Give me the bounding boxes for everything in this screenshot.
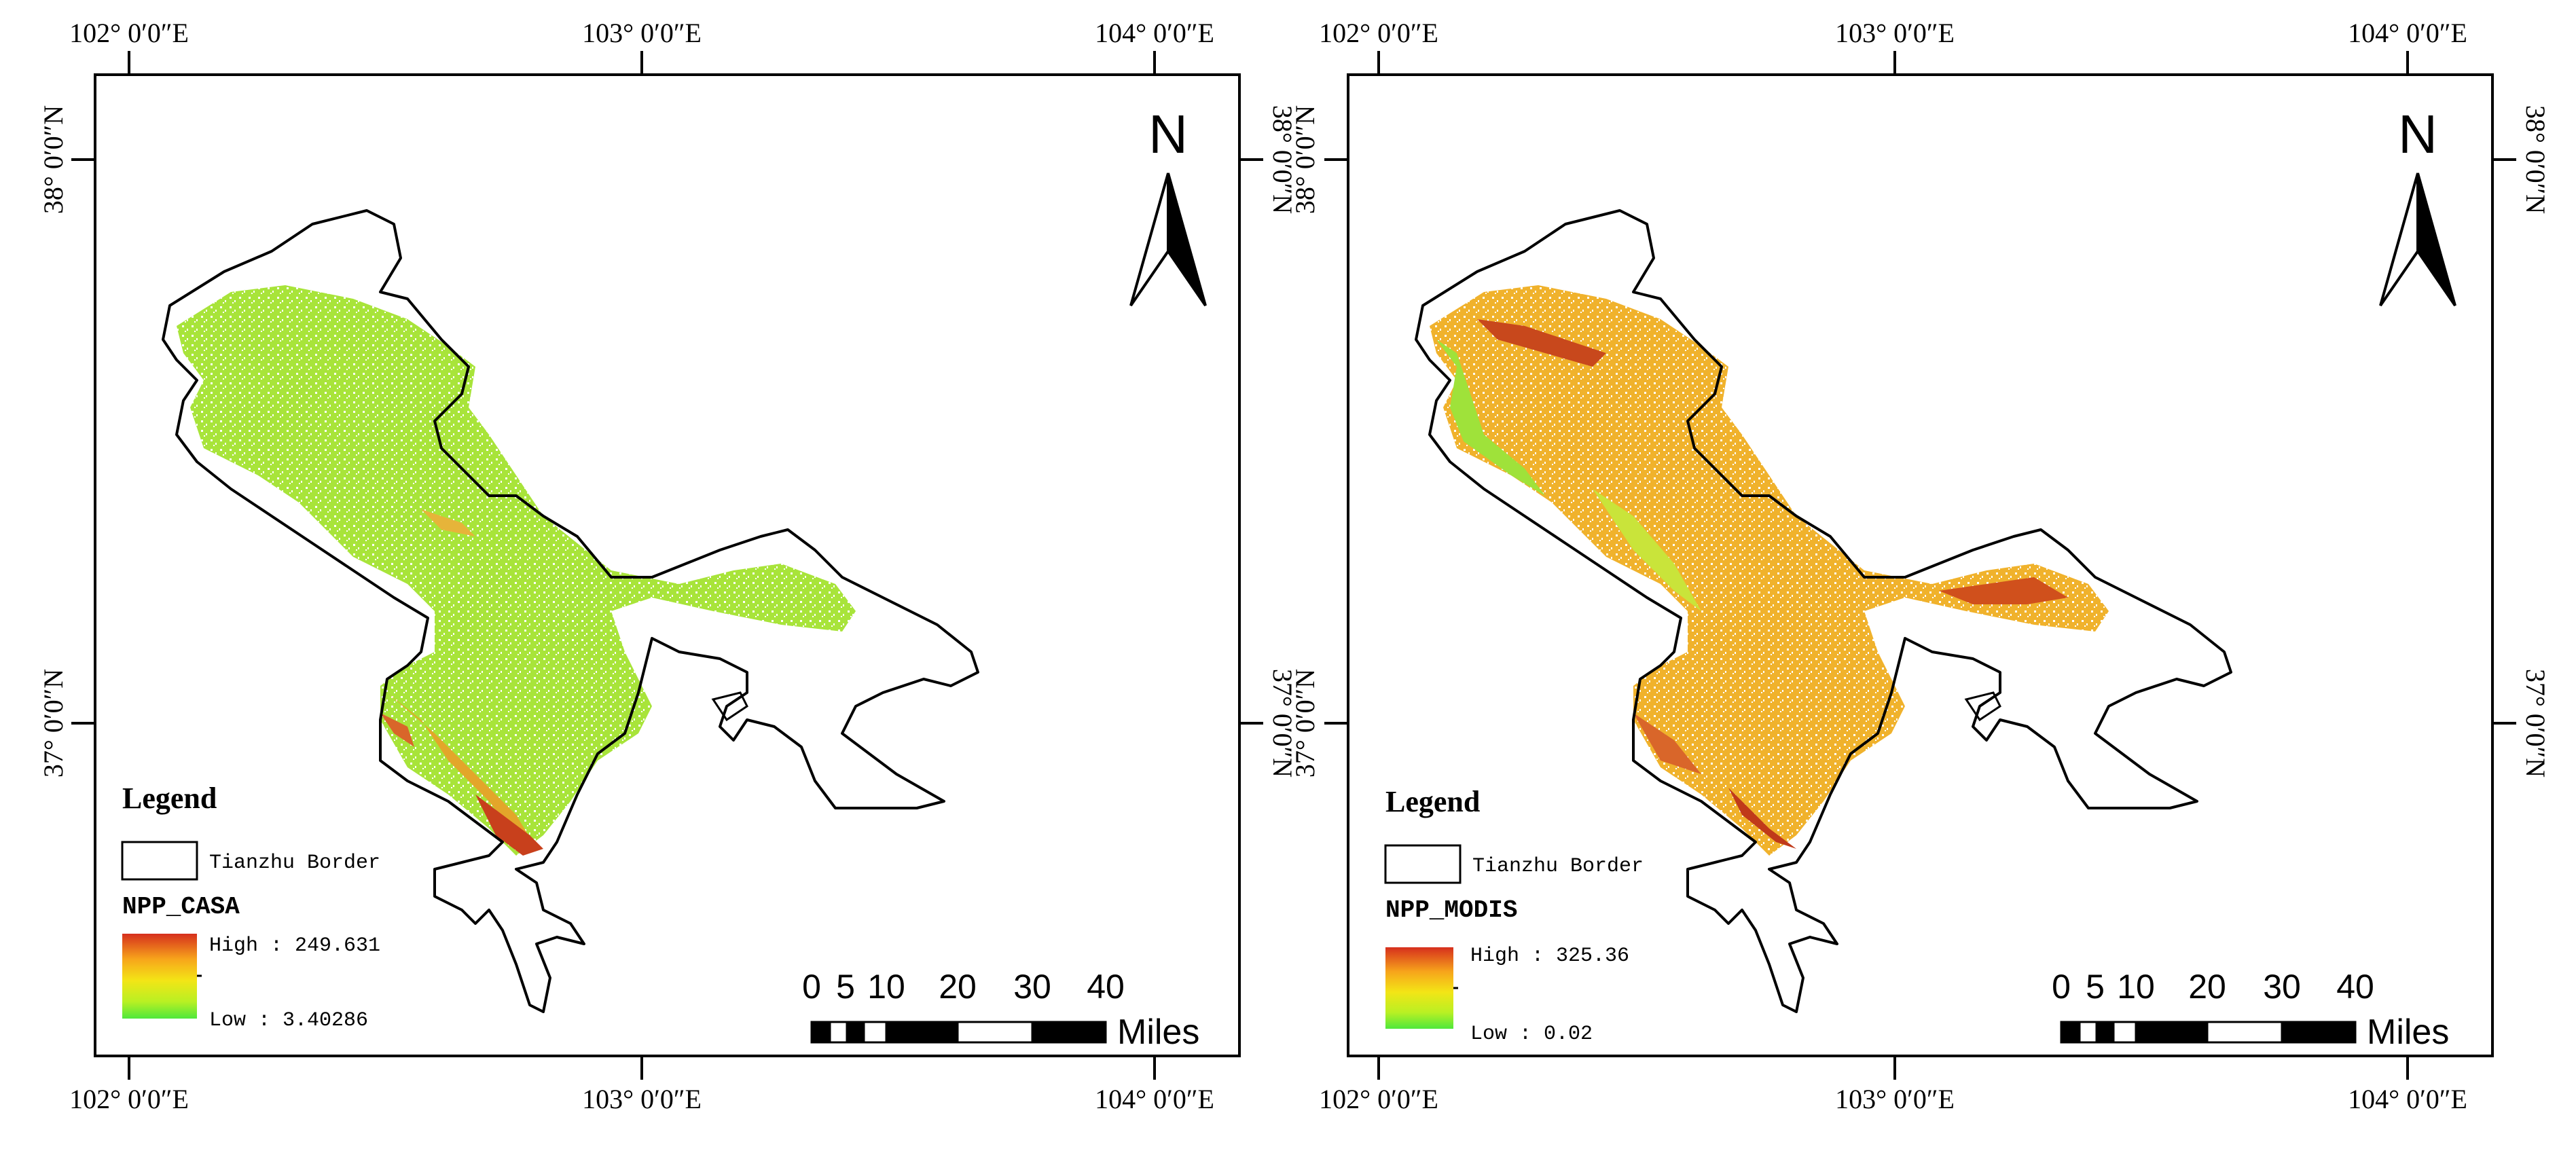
legend-border-swatch <box>121 841 198 881</box>
scale-tick-10: 10 <box>867 968 905 1006</box>
graticule-ticks <box>1324 51 2516 1080</box>
map-frame <box>94 73 1241 1057</box>
scale-tick-20: 20 <box>939 968 977 1006</box>
lat-label-right-38: 38° 0′0″N <box>1267 105 1298 214</box>
legend-title: Legend <box>1385 785 1480 818</box>
legend-ramp-title: NPP_MODIS <box>1385 896 1517 924</box>
legend-title: Legend <box>122 782 217 815</box>
scale-tick-0: 0 <box>802 968 821 1006</box>
legend: Legend Tianzhu Border NPP_CASA High : 24… <box>121 782 380 1032</box>
lon-label-bottom-103: 103° 0′0″E <box>1835 1084 1955 1114</box>
scale-unit: Miles <box>1117 1012 1199 1052</box>
tianzhu-border <box>162 209 979 1013</box>
scale-tick-0: 0 <box>2052 968 2071 1006</box>
lat-label-right-37: 37° 0′0″N <box>1267 669 1298 778</box>
tianzhu-border <box>1415 209 2232 1013</box>
lon-label-bottom-102: 102° 0′0″E <box>69 1084 189 1114</box>
scale-unit: Miles <box>2367 1012 2449 1052</box>
legend-ramp-title: NPP_CASA <box>122 893 240 921</box>
lon-label-top-102: 102° 0′0″E <box>1319 18 1438 48</box>
north-arrow: N <box>1129 104 1207 307</box>
legend-high-label: High : 249.631 <box>209 934 380 957</box>
scale-tick-5: 5 <box>2086 968 2105 1006</box>
north-arrow: N <box>2379 104 2456 307</box>
map-frame <box>1347 73 2494 1057</box>
scale-tick-20: 20 <box>2188 968 2226 1006</box>
scale-tick-5: 5 <box>836 968 855 1006</box>
north-arrow-label: N <box>2398 104 2437 164</box>
scale-bar: 0 5 10 20 30 40 Miles <box>802 968 1199 1052</box>
legend: Legend Tianzhu Border NPP_MODIS High : 3… <box>1384 785 1644 1046</box>
npp-raster <box>1430 285 2109 856</box>
legend-border-swatch <box>1384 844 1462 884</box>
lon-label-bottom-103: 103° 0′0″E <box>582 1084 702 1114</box>
npp-raster <box>177 285 856 856</box>
lon-label-top-102: 102° 0′0″E <box>69 18 189 48</box>
lon-label-bottom-104: 104° 0′0″E <box>1095 1084 1214 1114</box>
lon-label-top-103: 103° 0′0″E <box>1835 18 1955 48</box>
legend-border-label: Tianzhu Border <box>209 852 380 875</box>
lat-label-right-38: 38° 0′0″N <box>2520 105 2551 214</box>
lon-label-top-104: 104° 0′0″E <box>1095 18 1214 48</box>
graticule-ticks <box>71 51 1263 1080</box>
legend-color-ramp <box>122 934 197 1019</box>
lon-label-top-104: 104° 0′0″E <box>2348 18 2467 48</box>
legend-high-label: High : 325.36 <box>1470 945 1629 968</box>
scale-tick-40: 40 <box>1087 968 1125 1006</box>
lat-label-left-38: 38° 0′0″N <box>38 105 69 214</box>
lon-label-top-103: 103° 0′0″E <box>582 18 702 48</box>
tianzhu-border-lake <box>711 691 748 722</box>
lon-label-bottom-102: 102° 0′0″E <box>1319 1084 1438 1114</box>
lat-label-left-38: 38° 0′0″N <box>1290 105 1320 214</box>
map-panel-modis: 102° 0′0″E 103° 0′0″E 104° 0′0″E 102° 0′… <box>1290 18 2551 1114</box>
lat-label-right-37: 37° 0′0″N <box>2520 669 2551 778</box>
lat-label-left-37: 37° 0′0″N <box>38 669 69 778</box>
scale-tick-10: 10 <box>2117 968 2155 1006</box>
scale-tick-30: 30 <box>1013 968 1051 1006</box>
legend-color-ramp <box>1385 947 1453 1029</box>
scale-tick-40: 40 <box>2336 968 2374 1006</box>
legend-low-label: Low : 3.40286 <box>209 1009 368 1032</box>
tianzhu-border-lake <box>1964 691 2001 722</box>
legend-low-label: Low : 0.02 <box>1470 1023 1593 1046</box>
map-panel-casa: 102° 0′0″E 103° 0′0″E 104° 0′0″E 102° 0′… <box>38 18 1298 1114</box>
north-arrow-label: N <box>1148 104 1188 164</box>
lat-label-left-37: 37° 0′0″N <box>1290 669 1320 778</box>
lon-label-bottom-104: 104° 0′0″E <box>2348 1084 2467 1114</box>
scale-bar: 0 5 10 20 30 40 Miles <box>2052 968 2449 1052</box>
scale-tick-30: 30 <box>2263 968 2301 1006</box>
legend-border-label: Tianzhu Border <box>1472 855 1644 878</box>
